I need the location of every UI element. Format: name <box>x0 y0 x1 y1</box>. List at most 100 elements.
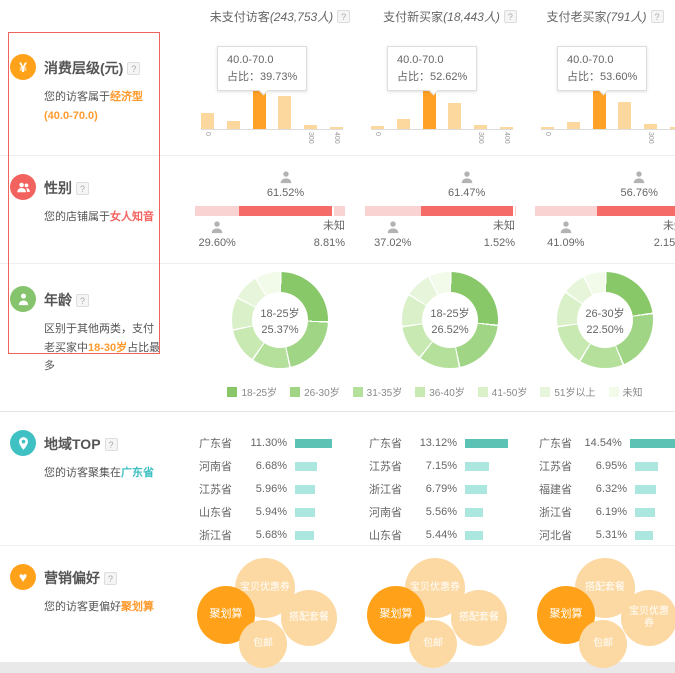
help-icon[interactable]: ? <box>503 9 517 23</box>
bar[interactable] <box>474 125 488 129</box>
bar-group <box>201 86 343 130</box>
bar[interactable] <box>541 127 554 129</box>
section-title: 地域TOP <box>44 436 101 452</box>
bar[interactable] <box>371 126 384 129</box>
section-description: 您的访客聚集在广东省 <box>44 467 154 479</box>
gender-stacked-bar[interactable] <box>535 206 675 216</box>
bar[interactable] <box>278 96 292 129</box>
province-label: 江苏省 <box>369 461 402 473</box>
male-segment[interactable] <box>195 206 240 216</box>
province-percent: 5.31% <box>595 529 627 541</box>
x-axis-tick-label <box>397 132 410 154</box>
gender-stacked-bar[interactable] <box>365 206 515 216</box>
legend-swatch <box>608 386 619 397</box>
region-bar[interactable] <box>295 438 333 448</box>
legend-item[interactable]: 26-30岁 <box>290 384 340 399</box>
region-bar[interactable] <box>465 461 489 471</box>
legend-item[interactable]: 51岁以上 <box>540 384 596 399</box>
bar[interactable] <box>566 122 580 129</box>
help-icon[interactable]: ? <box>337 9 351 23</box>
column-count: (18,443人) <box>443 9 500 24</box>
region-bar[interactable] <box>295 461 318 471</box>
male-segment[interactable] <box>535 206 597 216</box>
region-bar[interactable] <box>635 530 653 540</box>
bar[interactable] <box>592 91 606 129</box>
region-bar[interactable] <box>629 438 675 448</box>
region-bar[interactable] <box>295 530 314 540</box>
gender-side-label: 性别 ? 您的店铺属于女人知音 <box>0 156 195 263</box>
help-icon[interactable]: ? <box>104 571 117 585</box>
help-icon[interactable]: ? <box>104 437 118 451</box>
bar[interactable] <box>422 87 436 129</box>
region-bar[interactable] <box>465 484 488 494</box>
preference-bubble[interactable]: 包邮 <box>409 620 457 668</box>
section-title: 年龄 <box>44 292 72 308</box>
unknown-segment[interactable] <box>333 206 345 216</box>
preference-bubble[interactable]: 包邮 <box>579 620 627 668</box>
province-label: 福建省 <box>539 484 572 496</box>
female-segment[interactable] <box>596 206 675 216</box>
column-header-old-buyers: 支付老买家(791人)? <box>535 8 675 25</box>
legend-swatch <box>477 386 488 397</box>
region-row: 广东省 14.54% <box>535 436 675 450</box>
province-percent: 6.32% <box>595 483 627 495</box>
bar[interactable] <box>329 127 343 129</box>
bar[interactable] <box>304 125 318 129</box>
column-count: (791人) <box>606 9 647 24</box>
legend-item[interactable]: 41-50岁 <box>477 384 527 399</box>
bar[interactable] <box>396 119 410 129</box>
region-bar[interactable] <box>465 530 483 540</box>
gender-chart-unpaid: 61.52% 29.60% 未知 8.81% <box>195 156 365 263</box>
legend-item[interactable]: 18-25岁 <box>227 384 277 399</box>
preference-bubble[interactable]: 包邮 <box>239 620 287 668</box>
region-bar[interactable] <box>635 507 656 517</box>
horizontal-scrollbar-track[interactable] <box>0 662 675 673</box>
region-row: 山东省 5.94% <box>195 505 365 519</box>
age-donut[interactable]: 18-25岁 25.37% <box>232 272 328 368</box>
region-list-new: 广东省 13.12% 江苏省 7.15% 浙江省 6.79% 河南省 5.56% 山东省 5.44… <box>365 412 535 551</box>
preference-bubble[interactable]: 搭配套餐 <box>281 590 337 646</box>
bar[interactable] <box>499 127 513 129</box>
help-icon[interactable]: ? <box>127 61 141 75</box>
region-bar[interactable] <box>635 461 658 471</box>
preference-bubble[interactable]: 搭配套餐 <box>451 590 507 646</box>
bar[interactable] <box>448 103 462 129</box>
legend-item[interactable]: 31-35岁 <box>352 384 402 399</box>
age-donut[interactable]: 26-30岁 22.50% <box>557 272 653 368</box>
bar[interactable] <box>201 113 214 129</box>
male-segment[interactable] <box>365 206 421 216</box>
help-icon[interactable]: ? <box>650 9 664 23</box>
region-bar[interactable] <box>465 438 509 448</box>
female-segment[interactable] <box>420 206 513 216</box>
x-axis-tick-label: 300 <box>647 132 655 144</box>
section-age: 年龄 ? 区别于其他两类，支付老买家中18-30岁占比最多 18-25岁 25.3… <box>0 264 675 412</box>
column-header-unpaid-visitors: 未支付访客(243,753人)? <box>195 8 365 25</box>
region-row: 浙江省 6.79% <box>365 482 535 496</box>
legend-item[interactable]: 36-40岁 <box>415 384 465 399</box>
bar[interactable] <box>644 124 658 129</box>
bar[interactable] <box>226 121 240 129</box>
gender-stacked-bar[interactable] <box>195 206 345 216</box>
region-bar[interactable] <box>465 507 484 517</box>
female-segment[interactable] <box>239 206 332 216</box>
help-icon[interactable]: ? <box>76 181 89 195</box>
region-bar[interactable] <box>295 507 315 517</box>
bar[interactable] <box>252 87 266 129</box>
province-label: 广东省 <box>369 438 402 450</box>
province-label: 山东省 <box>199 507 232 519</box>
unknown-percent: 8.81% <box>313 236 345 249</box>
legend-item[interactable]: 未知 <box>608 384 643 399</box>
region-bar[interactable] <box>295 484 315 494</box>
age-donut[interactable]: 18-25岁 26.52% <box>402 272 498 368</box>
bar[interactable] <box>669 127 675 129</box>
x-axis-labels: 0 300 400 <box>371 132 513 154</box>
help-icon[interactable]: ? <box>76 293 89 307</box>
province-percent: 6.68% <box>255 460 287 472</box>
male-percent: 37.02% <box>374 237 412 249</box>
bar[interactable] <box>618 102 632 129</box>
legend-label: 18-25岁 <box>241 388 278 399</box>
preference-bubble[interactable]: 宝贝优惠券 <box>621 590 675 646</box>
column-header-new-buyers: 支付新买家(18,443人)? <box>365 8 535 25</box>
x-axis-labels: 0 300 400 <box>541 132 675 154</box>
region-bar[interactable] <box>635 484 656 494</box>
